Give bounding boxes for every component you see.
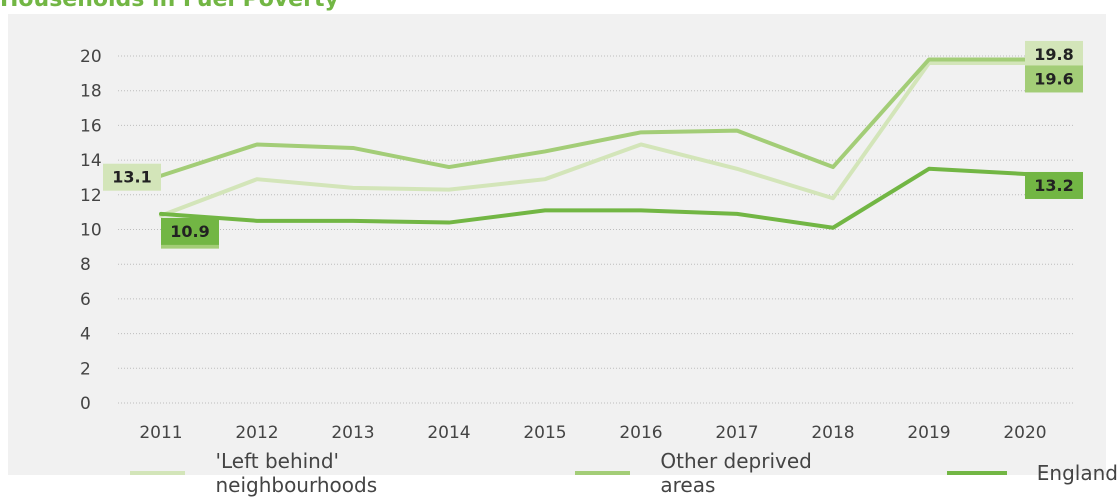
data-label-box (1025, 40, 1083, 68)
x-tick-label: 2013 (331, 423, 374, 443)
data-label: 13.2 (1034, 176, 1073, 195)
line-chart: 0 2 4 6 8 10 12 14 16 18 20 2011 2012 2013 2014 2015 201… (80, 40, 1083, 443)
legend-swatch-england (946, 471, 1007, 475)
x-tick-label: 2017 (715, 423, 758, 443)
legend: 'Left behind' neighbourhoods Other depri… (130, 449, 1118, 497)
y-tick-label: 20 (80, 47, 102, 67)
data-label: 19.8 (1034, 45, 1073, 64)
y-tick-label: 12 (80, 186, 102, 206)
x-tick-label: 2015 (523, 423, 566, 443)
x-tick-label: 2014 (427, 423, 470, 443)
data-label: 13.1 (112, 168, 151, 187)
x-tick-label: 2019 (907, 423, 950, 443)
data-label: 10.9 (170, 222, 209, 241)
legend-swatch-left-behind (130, 471, 186, 475)
x-tick-label: 2016 (619, 423, 662, 443)
data-label: 19.6 (1034, 69, 1073, 88)
x-tick-label: 2012 (235, 423, 278, 443)
x-tick-label: 2011 (139, 423, 182, 443)
x-tick-label: 2020 (1003, 423, 1046, 443)
legend-item-other-deprived: Other deprived areas (575, 449, 857, 497)
y-tick-label: 10 (80, 221, 102, 241)
legend-swatch-other-deprived (575, 471, 631, 475)
y-tick-label: 4 (80, 325, 91, 345)
data-label-box (1025, 171, 1083, 199)
y-tick-label: 18 (80, 82, 102, 102)
y-tick-label: 16 (80, 116, 102, 136)
y-tick-label: 0 (80, 394, 91, 414)
y-tick-label: 2 (80, 359, 91, 379)
series-line-0 (159, 60, 1027, 218)
series-line-2 (159, 166, 1027, 230)
data-label-box (161, 217, 219, 245)
legend-label-left-behind: 'Left behind' neighbourhoods (215, 449, 378, 497)
chart-title: Households in Fuel Poverty (0, 0, 339, 12)
legend-item-left-behind: 'Left behind' neighbourhoods (130, 449, 485, 497)
y-tick-label: 14 (80, 151, 102, 171)
legend-label-other-deprived: Other deprived areas (660, 449, 812, 497)
y-tick-label: 6 (80, 290, 91, 310)
legend-item-england: England (946, 461, 1118, 485)
series-line-1 (159, 57, 1027, 178)
data-label-box (103, 163, 161, 191)
data-label-box (1025, 65, 1083, 93)
x-tick-label: 2018 (811, 423, 854, 443)
y-tick-label: 8 (80, 255, 91, 275)
legend-label-england: England (1036, 461, 1118, 485)
